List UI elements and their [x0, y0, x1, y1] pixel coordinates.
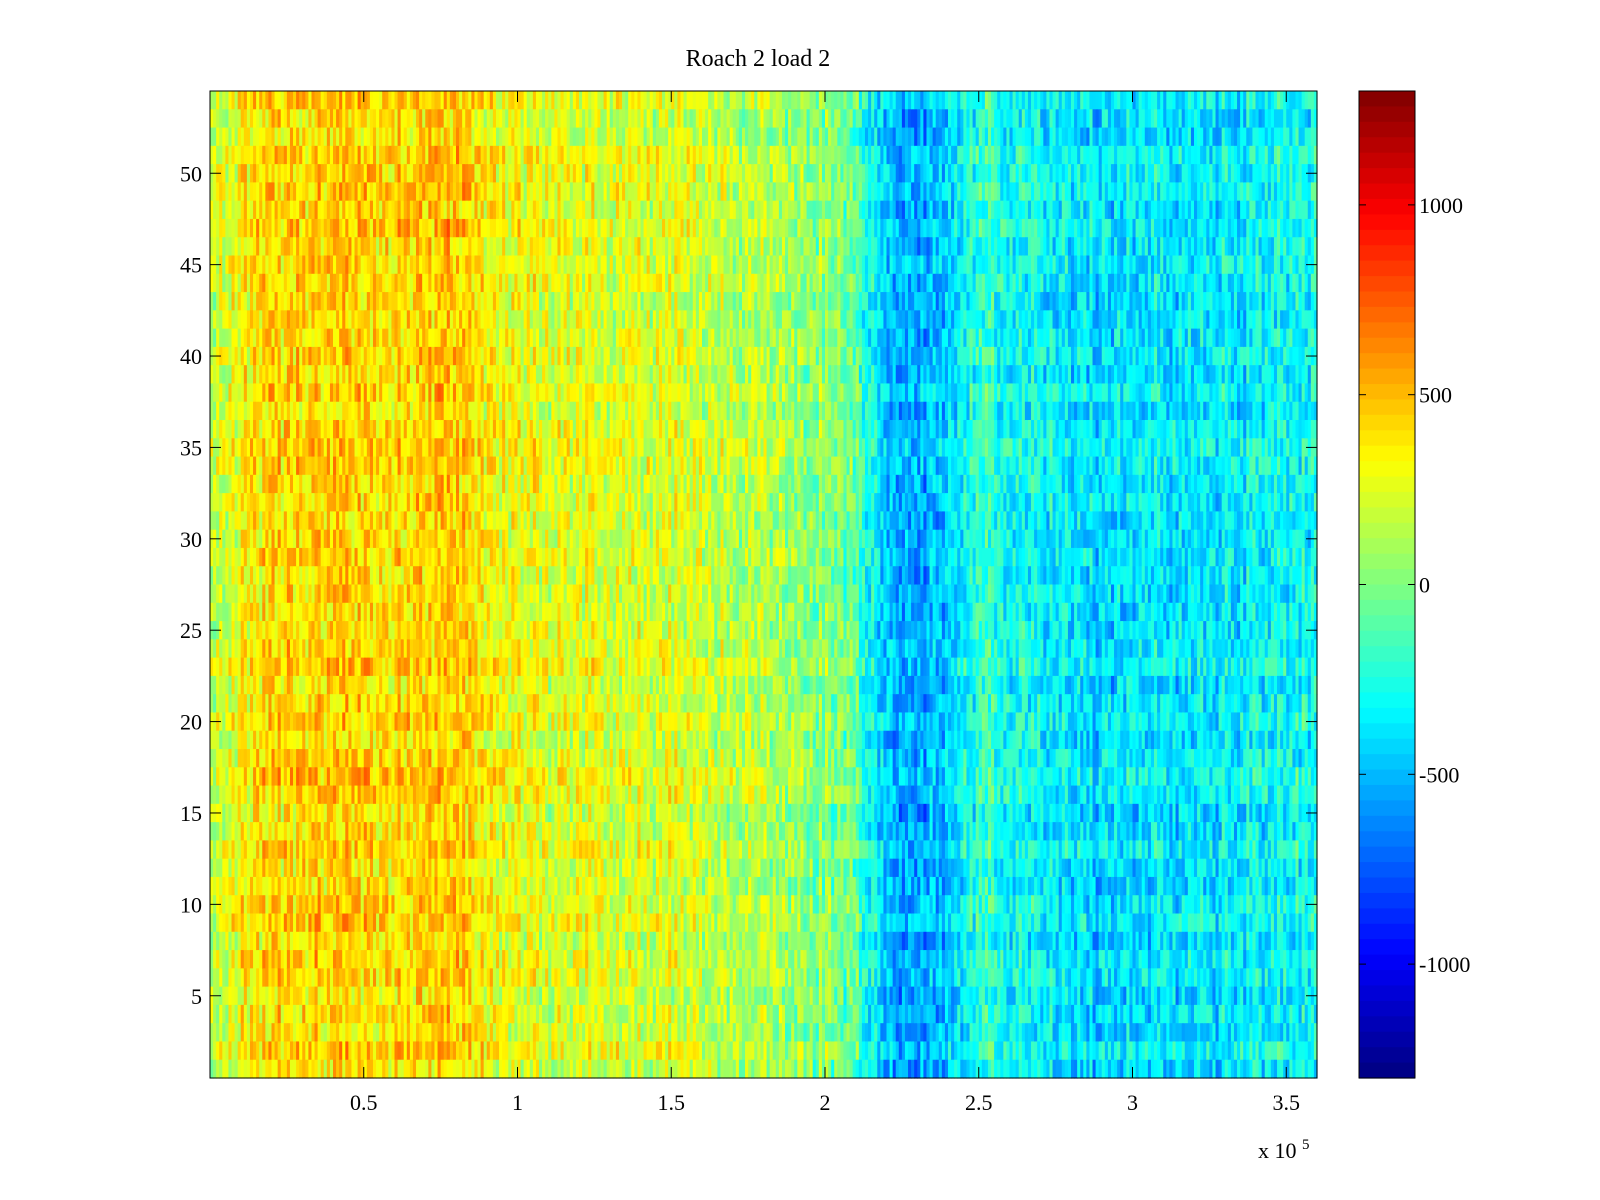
- heatmap-cells: [210, 91, 1318, 1079]
- chart-title: Roach 2 load 2: [686, 46, 831, 72]
